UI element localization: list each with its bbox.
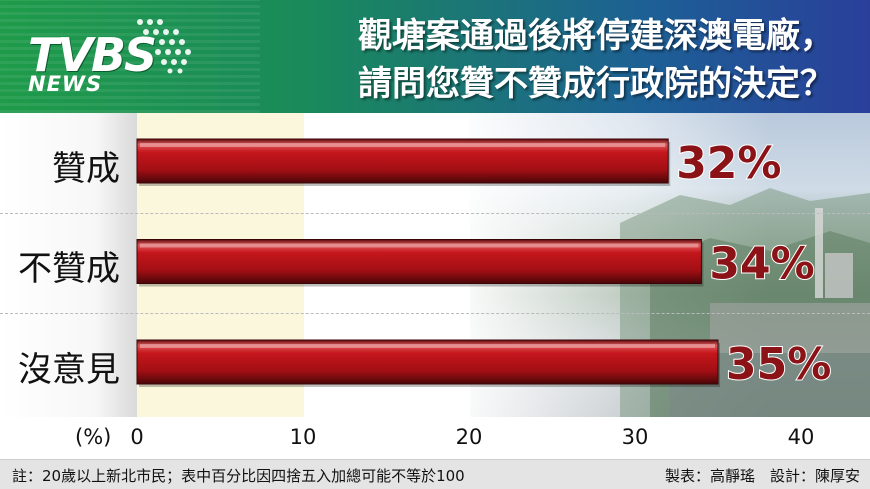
x-axis-unit-label: (%) (75, 425, 112, 449)
logo-dots-icon (137, 19, 191, 74)
chart-title-line-1: 觀塘案通過後將停建深澳電廠， (358, 16, 834, 56)
header-banner: TVBS NEWS 觀塘案通過後將停建深澳電廠， 請問您贊不贊成行政院的決定？ (0, 0, 870, 113)
bar-highlight (140, 243, 699, 248)
x-tick-label: 20 (455, 425, 483, 449)
logo-tvbs-text: TVBS (28, 28, 157, 82)
row-separator (0, 313, 870, 314)
bar-highlight (140, 143, 666, 147)
row-separator (0, 213, 870, 214)
x-tick-label: 10 (289, 425, 317, 449)
bar-1 (136, 239, 702, 284)
footnote: 註：20歲以上新北市民；表中百分比因四捨五入加總可能不等於100 (12, 467, 465, 485)
x-tick-label: 30 (621, 425, 649, 449)
logo-news-text: NEWS (28, 72, 103, 96)
category-column (0, 113, 137, 417)
bar-2 (136, 339, 719, 385)
bar-value-label: 35% (726, 339, 831, 390)
bar-value-label: 32% (676, 138, 781, 189)
bar-value-label: 34% (709, 239, 814, 290)
chart-title-line-2: 請問您贊不贊成行政院的決定？ (358, 64, 834, 104)
category-label-no-opinion: 沒意見 (18, 350, 120, 390)
chart-title: 觀塘案通過後將停建深澳電廠， 請問您贊不贊成行政院的決定？ (358, 12, 834, 108)
x-tick-label: 40 (787, 425, 815, 449)
header-stripes (0, 0, 260, 113)
bar-layer: 32% 34% 35% (136, 137, 832, 391)
bar-highlight (140, 344, 715, 348)
footer-bar: 註：20歲以上新北市民；表中百分比因四捨五入加總可能不等於100 製表：高靜瑤 … (0, 459, 870, 489)
category-label-approve: 贊成 (52, 149, 120, 189)
x-axis: (%) 0 10 20 30 40 (0, 417, 870, 459)
tvbs-news-logo: TVBS NEWS (22, 14, 192, 100)
bar-0 (136, 138, 669, 184)
category-label-disapprove: 不贊成 (18, 249, 120, 289)
x-tick-label: 0 (130, 425, 144, 449)
credits: 製表：高靜瑤 設計：陳厚安 (664, 467, 860, 485)
